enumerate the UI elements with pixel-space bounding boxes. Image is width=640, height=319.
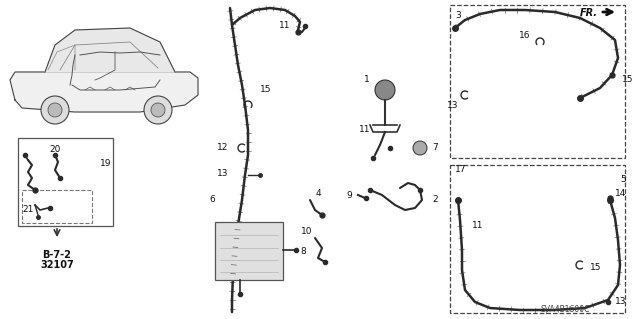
Text: 10: 10 [301,227,312,236]
Text: 17: 17 [455,166,467,174]
Text: 6: 6 [209,196,215,204]
Text: B-7-2: B-7-2 [43,250,72,260]
Bar [22,190,92,223]
Polygon shape [10,72,198,112]
Circle shape [48,103,62,117]
Circle shape [375,80,395,100]
Text: 11: 11 [279,20,291,29]
Bar [450,5,625,158]
Text: 11: 11 [472,220,483,229]
Bar [215,222,283,280]
Text: 2: 2 [432,196,438,204]
Text: 4: 4 [315,189,321,197]
Text: 15: 15 [622,76,634,85]
Circle shape [413,141,427,155]
Text: 20: 20 [49,145,61,154]
Text: 14: 14 [615,189,627,197]
Circle shape [151,103,165,117]
Text: 32107: 32107 [40,260,74,270]
Text: 7: 7 [432,144,438,152]
Text: 5: 5 [620,175,626,184]
Circle shape [41,96,69,124]
Text: 13: 13 [615,298,627,307]
Polygon shape [45,28,175,72]
Bar [450,165,625,313]
Text: FR.: FR. [580,8,598,18]
Text: 21: 21 [22,205,34,214]
Text: 8: 8 [300,248,306,256]
Text: 15: 15 [590,263,602,272]
Text: 11: 11 [358,125,370,135]
Text: 13: 13 [216,168,228,177]
Text: SVA4B1600C: SVA4B1600C [540,305,589,314]
Bar [18,138,113,226]
Text: 19: 19 [100,159,111,167]
Text: 16: 16 [518,31,530,40]
Text: 15: 15 [260,85,271,94]
Text: 9: 9 [346,190,352,199]
Text: 1: 1 [364,76,370,85]
Text: 12: 12 [216,144,228,152]
Text: 3: 3 [455,11,461,19]
Circle shape [144,96,172,124]
Text: 13: 13 [447,100,458,109]
